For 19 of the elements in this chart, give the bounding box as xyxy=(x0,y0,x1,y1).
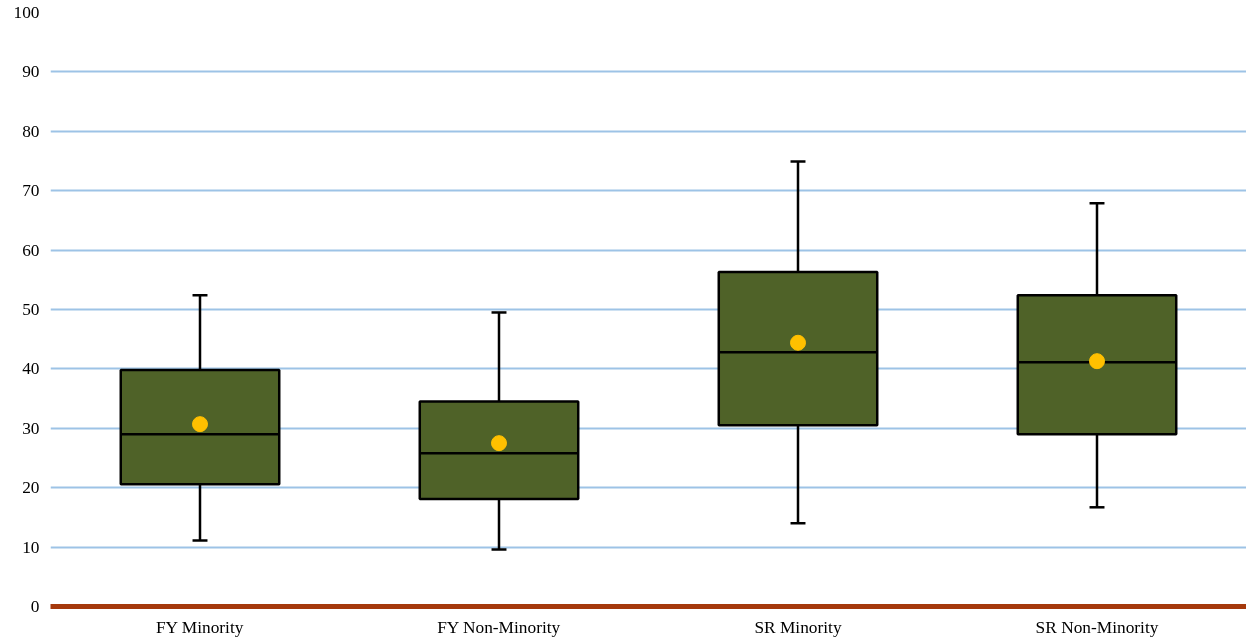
y-tick-label: 50 xyxy=(22,300,40,319)
y-tick-label: 90 xyxy=(22,62,40,82)
y-tick-label: 30 xyxy=(22,418,40,438)
point xyxy=(491,435,507,452)
y-tick-label: 0 xyxy=(30,597,40,616)
y-tick-label: 10 xyxy=(22,537,40,557)
point xyxy=(192,416,208,433)
x-tick-label: FY Non-Minority xyxy=(437,617,561,637)
y-tick-label: 60 xyxy=(22,240,40,260)
y-tick-label: 100 xyxy=(13,3,40,22)
y-tick-label: 80 xyxy=(22,121,40,141)
y-tick-label: 40 xyxy=(22,359,40,379)
x-tick-label: SR Non-Minority xyxy=(1035,617,1159,637)
point xyxy=(790,334,806,351)
x-tick-label: FY Minority xyxy=(155,617,244,637)
x-tick-label: SR Minority xyxy=(754,617,842,637)
y-tick-label: 70 xyxy=(22,181,40,201)
y-tick-label: 20 xyxy=(22,478,40,498)
point xyxy=(1089,353,1105,370)
